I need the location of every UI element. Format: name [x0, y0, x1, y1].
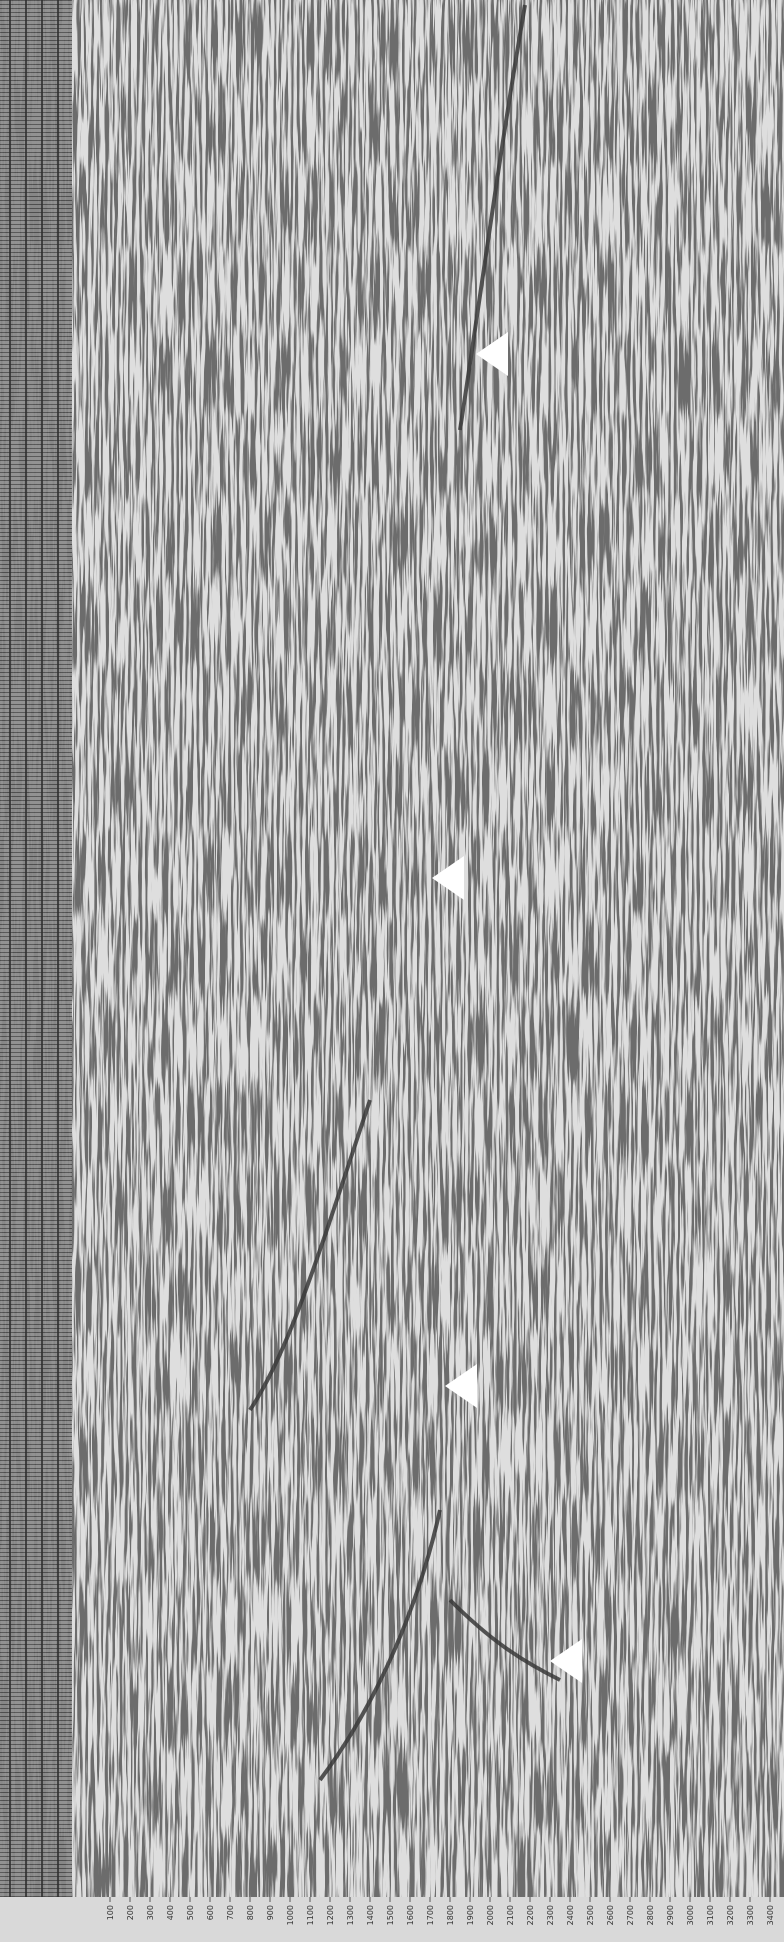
tick-label: 2500: [586, 1905, 595, 1925]
tick-label: 1200: [326, 1905, 335, 1925]
seismic-texture: [0, 0, 784, 1897]
tick-label: 1800: [446, 1905, 455, 1925]
tick-label: 3200: [726, 1905, 735, 1925]
tick-label: 1600: [406, 1905, 415, 1925]
tick-label: 400: [166, 1905, 175, 1920]
tick-label: 3000: [686, 1905, 695, 1925]
tick-label: 600: [206, 1905, 215, 1920]
tick-label: 200: [126, 1905, 135, 1920]
tick-label: 2100: [506, 1905, 515, 1925]
tick-label: 2300: [546, 1905, 555, 1925]
tick-label: 1000: [286, 1905, 295, 1925]
tick-label: 2600: [606, 1905, 615, 1925]
tick-label: 900: [266, 1905, 275, 1920]
page: 100 200 300 400 500 600 700 800 900 1000 1100 1200 1…: [0, 0, 784, 1942]
tick-label: 1900: [466, 1905, 475, 1925]
tick-label: 2800: [646, 1905, 655, 1925]
tick-label: 3300: [746, 1905, 755, 1925]
tick-label: 2900: [666, 1905, 675, 1925]
tick-label: 2400: [566, 1905, 575, 1925]
tick-label: 1700: [426, 1905, 435, 1925]
tick-label: 3400: [766, 1905, 775, 1925]
tick-label: 800: [246, 1905, 255, 1920]
tick-label: 1300: [346, 1905, 355, 1925]
tick-label: 1500: [386, 1905, 395, 1925]
tick-label: 2700: [626, 1905, 635, 1925]
tick-label: 1100: [306, 1905, 315, 1925]
seismic-view: 100 200 300 400 500 600 700 800 900 1000 1100 1200 1…: [0, 0, 784, 1942]
tick-label: 700: [226, 1905, 235, 1920]
tick-label: 1400: [366, 1905, 375, 1925]
tick-label: 300: [146, 1905, 155, 1920]
tick-label: 500: [186, 1905, 195, 1920]
tick-label: 3100: [706, 1905, 715, 1925]
tick-label: 2200: [526, 1905, 535, 1925]
tick-label: 2000: [486, 1905, 495, 1925]
tick-label: 100: [106, 1905, 115, 1920]
